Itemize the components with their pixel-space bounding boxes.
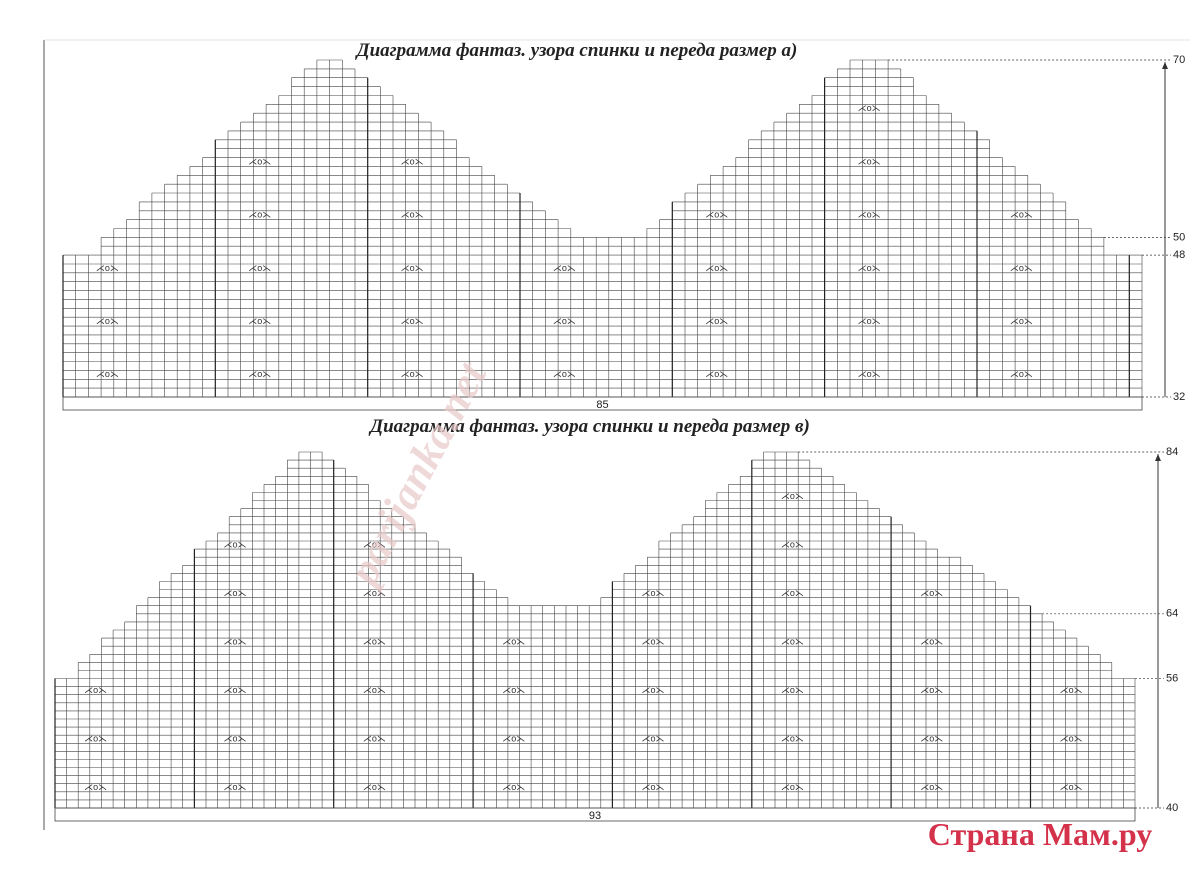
stitch-symbol: ⋌o⋋ [920, 685, 943, 695]
stitch-symbol: ⋌o⋋ [553, 263, 576, 273]
row-label: 50 [1173, 231, 1185, 243]
stitch-symbol: ⋌o⋋ [401, 263, 424, 273]
stitch-symbol: ⋌o⋋ [248, 369, 271, 379]
stitch-symbol: ⋌o⋋ [223, 637, 246, 647]
stitch-symbol: ⋌o⋋ [401, 316, 424, 326]
width-label: 93 [589, 810, 601, 822]
stitch-symbol: ⋌o⋋ [642, 734, 665, 744]
stitch-symbol: ⋌o⋋ [363, 734, 386, 744]
stitch-symbol: ⋌o⋋ [705, 316, 728, 326]
stitch-symbol: ⋌o⋋ [642, 588, 665, 598]
row-label: 84 [1166, 446, 1178, 458]
stitch-symbol: ⋌o⋋ [84, 734, 107, 744]
stitch-symbol: ⋌o⋋ [502, 734, 525, 744]
width-label: 85 [596, 399, 608, 411]
row-label: 48 [1173, 249, 1185, 261]
stitch-symbol: ⋌o⋋ [223, 734, 246, 744]
logo: Страна Мам.ру [928, 816, 1152, 852]
stitch-symbol: ⋌o⋋ [1010, 369, 1033, 379]
block-lines [54, 460, 1032, 808]
stitch-symbol: ⋌o⋋ [96, 263, 119, 273]
stitch-symbol: ⋌o⋋ [401, 156, 424, 166]
block-lines [62, 77, 1130, 397]
stitch-symbol: ⋌o⋋ [363, 588, 386, 598]
row-label: 56 [1166, 672, 1178, 684]
stitch-symbol: ⋌o⋋ [502, 685, 525, 695]
stitch-symbol: ⋌o⋋ [781, 782, 804, 792]
base-strip [62, 396, 1143, 411]
stitch-symbol: ⋌o⋋ [248, 316, 271, 326]
stitch-symbol: ⋌o⋋ [248, 210, 271, 220]
stitch-symbol: ⋌o⋋ [96, 316, 119, 326]
stitch-symbol: ⋌o⋋ [84, 782, 107, 792]
stitch-symbol: ⋌o⋋ [1010, 210, 1033, 220]
stitch-symbol: ⋌o⋋ [248, 156, 271, 166]
stitch-symbol: ⋌o⋋ [1060, 685, 1083, 695]
stitch-symbol: ⋌o⋋ [858, 156, 881, 166]
stitch-symbol: ⋌o⋋ [705, 210, 728, 220]
stitch-symbol: ⋌o⋋ [858, 210, 881, 220]
stitch-symbol: ⋌o⋋ [96, 369, 119, 379]
stitch-symbol: ⋌o⋋ [781, 637, 804, 647]
stitch-symbol: ⋌o⋋ [781, 491, 804, 501]
chart-title: Диаграмма фантаз. узора спинки и переда … [355, 40, 798, 61]
row-label: 70 [1173, 54, 1185, 66]
stitch-symbol: ⋌o⋋ [781, 588, 804, 598]
base-strip [54, 807, 1136, 822]
stitch-symbol: ⋌o⋋ [642, 685, 665, 695]
stitch-symbol: ⋌o⋋ [223, 685, 246, 695]
stitch-symbol: ⋌o⋋ [1010, 263, 1033, 273]
knit-grid [54, 451, 1136, 809]
diagrams: ⋌o⋋ ⋌o⋋ ⋌o⋋ ⋌o⋋ ⋌o⋋ ⋌o⋋ ⋌o⋋ ⋌o⋋ ⋌o⋋ ⋌o⋋ ⋌o⋋ ⋌o⋋ ⋌o⋋ ⋌… [54, 54, 1185, 822]
stitch-symbol: ⋌o⋋ [858, 316, 881, 326]
stitch-symbol: ⋌o⋋ [223, 588, 246, 598]
stitch-symbol: ⋌o⋋ [363, 637, 386, 647]
stitch-symbol: ⋌o⋋ [1060, 782, 1083, 792]
stitch-symbol: ⋌o⋋ [705, 263, 728, 273]
stitch-symbol: ⋌o⋋ [705, 369, 728, 379]
stitch-symbol: ⋌o⋋ [502, 637, 525, 647]
stitch-symbol: ⋌o⋋ [642, 637, 665, 647]
stitch-symbol: ⋌o⋋ [553, 316, 576, 326]
stitch-symbol: ⋌o⋋ [502, 782, 525, 792]
chart-title: Диаграмма фантаз. узора спинки и переда … [368, 416, 810, 437]
stitch-symbol: ⋌o⋋ [401, 210, 424, 220]
height-arrow [1162, 62, 1168, 69]
stitch-symbol: ⋌o⋋ [553, 369, 576, 379]
stitch-symbol: ⋌o⋋ [1010, 316, 1033, 326]
stitch-symbol: ⋌o⋋ [248, 263, 271, 273]
stitch-symbol: ⋌o⋋ [1060, 734, 1083, 744]
stitch-symbol: ⋌o⋋ [781, 539, 804, 549]
stitch-symbol: ⋌o⋋ [920, 588, 943, 598]
stitch-symbol: ⋌o⋋ [363, 782, 386, 792]
stitch-symbol: ⋌o⋋ [363, 539, 386, 549]
stitch-symbol: ⋌o⋋ [223, 539, 246, 549]
stitch-symbol: ⋌o⋋ [781, 734, 804, 744]
stitch-symbol: ⋌o⋋ [920, 637, 943, 647]
stitch-symbol: ⋌o⋋ [363, 685, 386, 695]
height-arrow [1155, 454, 1161, 461]
knit-grid [62, 59, 1143, 398]
stitch-symbol: ⋌o⋋ [223, 782, 246, 792]
stitch-symbol: ⋌o⋋ [858, 369, 881, 379]
stitch-symbol: ⋌o⋋ [781, 685, 804, 695]
stitch-symbol: ⋌o⋋ [920, 734, 943, 744]
row-label: 64 [1166, 608, 1178, 620]
stitch-symbol: ⋌o⋋ [401, 369, 424, 379]
watermark: parijanka.net [337, 353, 497, 596]
stitch-symbol: ⋌o⋋ [858, 103, 881, 113]
row-label: 40 [1166, 802, 1178, 814]
row-label: 32 [1173, 391, 1185, 403]
stitch-symbol: ⋌o⋋ [642, 782, 665, 792]
stitch-symbol: ⋌o⋋ [84, 685, 107, 695]
stitch-symbol: ⋌o⋋ [858, 263, 881, 273]
stitch-symbol: ⋌o⋋ [920, 782, 943, 792]
